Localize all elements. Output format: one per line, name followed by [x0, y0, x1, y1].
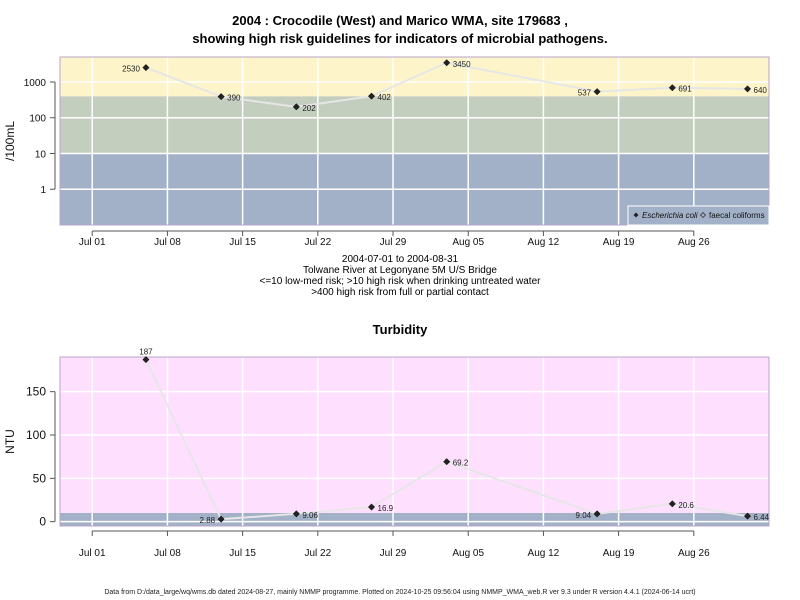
legend-marker-faecal [700, 212, 706, 218]
series-line [145, 359, 748, 521]
footer-note: Data from D:/data_large/wq/wms.db dated … [104, 589, 696, 596]
data-label: 202 [302, 104, 316, 113]
y-tick-label: 150 [26, 385, 46, 399]
data-point [743, 512, 752, 520]
x-tick-label: Aug 05 [452, 237, 484, 248]
data-point [743, 85, 752, 93]
data-point [142, 64, 150, 72]
data-label: 640 [754, 86, 768, 95]
risk-note-caption-2: >400 high risk from full or partial cont… [311, 287, 489, 298]
data-label: 9.04 [576, 511, 592, 520]
y-axis-label: NTU [3, 429, 17, 454]
data-point [668, 84, 676, 92]
legend-box [627, 205, 770, 226]
data-label: 9.06 [302, 511, 318, 520]
data-point [367, 503, 376, 511]
y-tick-label: 100 [29, 114, 46, 125]
data-label: 16.9 [378, 504, 394, 513]
risk-note-caption-1: <=10 low-med risk; >10 high risk when dr… [259, 276, 541, 287]
data-label: 691 [678, 85, 692, 94]
x-tick-label: Aug 05 [452, 548, 484, 559]
chart-title-line-1: 2004 : Crocodile (West) and Marico WMA, … [232, 13, 568, 28]
x-tick-label: Aug 26 [678, 548, 710, 559]
data-label: 2530 [122, 65, 140, 74]
data-point [367, 92, 376, 100]
data-label: 3450 [453, 60, 471, 69]
risk-band-0-1 [60, 96, 769, 154]
legend-marker-ecoli [633, 212, 639, 218]
x-tick-label: Aug 19 [603, 548, 635, 559]
plot-frame [59, 56, 770, 226]
x-tick-label: Aug 26 [678, 237, 710, 248]
chart-title-line-2: showing high risk guidelines for indicat… [192, 31, 608, 46]
data-point [292, 510, 300, 518]
data-point [443, 59, 451, 67]
y-tick-label: 50 [33, 471, 47, 485]
y-tick-label: 0 [39, 515, 46, 529]
y-tick-label: 10 [35, 149, 47, 160]
data-point [593, 88, 601, 96]
x-tick-label: Jul 08 [154, 548, 181, 559]
y-tick-label: 1000 [24, 78, 47, 89]
data-point [292, 103, 300, 111]
turbidity-chart-title: Turbidity [372, 322, 428, 337]
data-point [443, 458, 451, 466]
site-name-caption: Tolwane River at Legonyane 5M U/S Bridge [303, 265, 497, 276]
x-tick-label: Jul 15 [229, 237, 256, 248]
data-point [668, 500, 676, 508]
x-tick-label: Jul 22 [304, 548, 331, 559]
risk-band-1-0 [60, 513, 769, 526]
x-tick-label: Jul 15 [229, 548, 256, 559]
x-tick-label: Jul 29 [380, 237, 407, 248]
legend-label-ecoli: Escherichia coli [642, 211, 698, 220]
date-range-caption: 2004-07-01 to 2004-08-31 [341, 254, 459, 265]
y-tick-label: 1 [40, 185, 46, 196]
data-label: 2.88 [200, 516, 216, 525]
x-tick-label: Jul 08 [154, 237, 181, 248]
x-tick-label: Jul 29 [380, 548, 407, 559]
data-label: 6.44 [754, 513, 770, 522]
x-tick-label: Jul 01 [79, 548, 106, 559]
series-line [145, 61, 748, 108]
data-label: 187 [139, 348, 153, 357]
x-tick-label: Jul 22 [304, 237, 331, 248]
data-label: 69.2 [453, 459, 469, 468]
plot-frame [59, 356, 770, 527]
data-label: 20.6 [678, 501, 694, 510]
x-tick-label: Aug 12 [528, 237, 560, 248]
y-tick-label: 100 [26, 428, 46, 442]
data-point [142, 356, 150, 364]
x-tick-label: Aug 12 [528, 548, 560, 559]
data-point [593, 510, 601, 518]
data-label: 537 [578, 89, 592, 98]
data-label: 390 [227, 94, 241, 103]
x-tick-label: Aug 19 [603, 237, 635, 248]
x-tick-label: Jul 01 [79, 237, 106, 248]
y-axis-label: /100mL [3, 121, 17, 161]
data-label: 402 [378, 93, 392, 102]
legend-label-faecal: faecal coliforms [709, 211, 765, 220]
data-point [217, 515, 225, 523]
data-point [217, 93, 225, 101]
